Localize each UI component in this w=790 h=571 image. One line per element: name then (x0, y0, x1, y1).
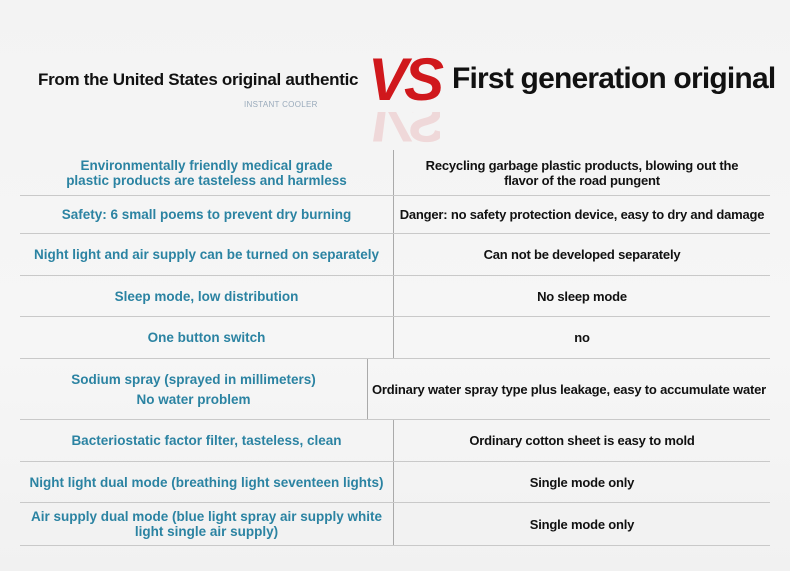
left-subtitle: INSTANT COOLER (244, 100, 318, 109)
cell-line: light single air supply) (134, 524, 279, 539)
table-row: Night light and air supply can be turned… (20, 234, 770, 276)
cell-line: Sleep mode, low distribution (114, 288, 299, 304)
cell-line: One button switch (147, 330, 266, 345)
table-row: Night light dual mode (breathing light s… (20, 462, 770, 503)
table-row: One button switch no (20, 317, 770, 359)
left-title: From the United States original authenti… (38, 70, 359, 89)
cell-old-product: Ordinary cotton sheet is easy to mold (394, 420, 770, 461)
cell-line: Air supply dual mode (blue light spray a… (30, 509, 383, 524)
cell-new-product: Sleep mode, low distribution (20, 276, 394, 316)
cell-line: Night light dual mode (breathing light s… (29, 474, 384, 490)
cell-line: Ordinary water spray type plus leakage, … (372, 381, 766, 397)
cell-new-product: Sodium spray (sprayed in millimeters) No … (20, 359, 368, 419)
cell-line: plastic products are tasteless and harml… (66, 172, 347, 188)
cell-new-product: Night light dual mode (breathing light s… (20, 462, 394, 502)
cell-line: Safety: 6 small poems to prevent dry bur… (61, 207, 352, 222)
cell-old-product: Single mode only (394, 462, 770, 502)
cell-line: Ordinary cotton sheet is easy to mold (469, 433, 695, 448)
cell-old-product: Ordinary water spray type plus leakage, … (368, 359, 770, 419)
cell-new-product: Environmentally friendly medical grade pl… (20, 150, 394, 195)
cell-new-product: Air supply dual mode (blue light spray a… (20, 503, 394, 545)
cell-old-product: Can not be developed separately (394, 234, 770, 275)
cell-line: Danger: no safety protection device, eas… (399, 207, 765, 222)
cell-new-product: Bacteriostatic factor filter, tasteless,… (20, 420, 394, 461)
cell-line: No sleep mode (537, 288, 627, 304)
cell-line: No water problem (136, 391, 251, 407)
cell-old-product: Single mode only (394, 503, 770, 545)
cell-line: Bacteriostatic factor filter, tasteless,… (71, 433, 342, 448)
vs-reflection-text: VS (368, 112, 441, 152)
vs-logo: VS (368, 46, 444, 113)
cell-line: no (574, 330, 590, 345)
cell-new-product: One button switch (20, 317, 394, 358)
cell-new-product: Night light and air supply can be turned… (20, 234, 394, 275)
cell-old-product: No sleep mode (394, 276, 770, 316)
table-row: Safety: 6 small poems to prevent dry bur… (20, 196, 770, 234)
cell-line: Single mode only (529, 474, 635, 490)
cell-old-product: Danger: no safety protection device, eas… (394, 196, 770, 233)
vs-reflection: VS (368, 112, 440, 152)
cell-line: Sodium spray (sprayed in millimeters) (71, 371, 316, 387)
table-row: Environmentally friendly medical grade pl… (20, 150, 770, 196)
cell-old-product: no (394, 317, 770, 358)
header: From the United States original authenti… (0, 0, 790, 153)
cell-new-product: Safety: 6 small poems to prevent dry bur… (20, 196, 394, 233)
cell-line: Single mode only (529, 516, 635, 532)
table-row: Air supply dual mode (blue light spray a… (20, 503, 770, 546)
cell-line: Night light and air supply can be turned… (33, 247, 380, 262)
right-title: First generation original (452, 62, 776, 95)
cell-old-product: Recycling garbage plastic products, blow… (394, 150, 770, 195)
cell-line: Environmentally friendly medical grade (80, 157, 333, 173)
comparison-table: Environmentally friendly medical grade pl… (20, 150, 770, 546)
cell-line: Can not be developed separately (483, 247, 681, 262)
table-row: Sleep mode, low distribution No sleep mod… (20, 276, 770, 317)
cell-line: flavor of the road pungent (504, 172, 660, 188)
cell-line: Recycling garbage plastic products, blow… (425, 157, 739, 173)
table-row: Bacteriostatic factor filter, tasteless,… (20, 420, 770, 462)
table-row: Sodium spray (sprayed in millimeters) No … (20, 359, 770, 420)
